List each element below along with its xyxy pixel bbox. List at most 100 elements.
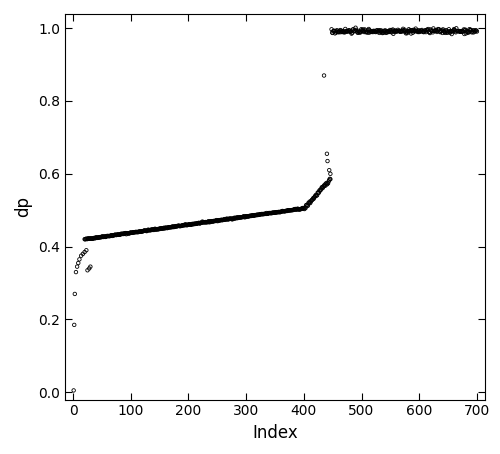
Point: [79, 250, 87, 257]
Point: [110, 232, 118, 239]
Point: [270, 209, 278, 216]
Point: [302, 201, 310, 208]
Point: [99, 233, 107, 241]
Point: [386, 28, 394, 35]
Point: [84, 235, 92, 242]
Point: [188, 220, 196, 227]
Point: [146, 227, 154, 234]
Point: [416, 28, 424, 35]
Point: [391, 28, 399, 35]
Point: [460, 26, 468, 33]
Point: [458, 28, 466, 35]
Point: [343, 27, 351, 35]
Point: [274, 208, 282, 216]
Point: [238, 213, 246, 221]
Point: [304, 199, 312, 207]
Point: [442, 29, 450, 36]
Point: [328, 30, 336, 37]
Point: [117, 230, 125, 237]
Point: [398, 27, 406, 35]
Point: [234, 214, 242, 221]
Point: [212, 217, 220, 224]
Point: [326, 170, 334, 178]
Point: [296, 206, 304, 213]
Point: [306, 198, 314, 205]
Point: [142, 227, 150, 234]
Point: [96, 234, 104, 241]
Point: [186, 221, 194, 228]
Point: [76, 256, 84, 263]
Point: [446, 29, 454, 36]
Point: [140, 227, 148, 235]
Point: [306, 199, 314, 207]
Point: [293, 206, 301, 213]
Point: [214, 217, 222, 224]
Point: [132, 228, 140, 236]
Point: [212, 217, 220, 224]
Point: [243, 213, 251, 220]
Point: [81, 236, 89, 243]
Point: [203, 218, 211, 226]
Point: [136, 228, 144, 235]
Point: [362, 28, 370, 35]
Point: [134, 228, 141, 236]
Point: [90, 234, 98, 242]
Point: [384, 27, 392, 35]
Point: [324, 180, 332, 187]
Point: [342, 27, 350, 35]
Point: [375, 27, 383, 34]
Point: [225, 215, 233, 222]
Point: [123, 230, 131, 237]
Point: [328, 26, 336, 33]
Point: [102, 232, 110, 240]
Point: [382, 29, 390, 36]
Point: [222, 215, 230, 222]
Point: [281, 207, 289, 215]
Point: [424, 27, 432, 34]
Point: [256, 211, 264, 218]
Point: [171, 223, 179, 231]
Point: [415, 29, 423, 36]
Point: [321, 182, 329, 189]
Point: [191, 220, 199, 227]
Point: [158, 225, 166, 232]
Point: [176, 222, 184, 230]
Point: [142, 227, 150, 234]
Point: [332, 29, 340, 36]
Point: [109, 232, 117, 239]
Point: [370, 27, 378, 35]
Point: [240, 212, 248, 220]
Point: [166, 223, 173, 231]
Point: [406, 26, 414, 34]
Point: [314, 189, 322, 196]
Point: [388, 27, 396, 34]
Point: [188, 221, 196, 228]
Point: [247, 212, 255, 220]
Point: [288, 207, 296, 214]
Point: [460, 30, 468, 38]
Point: [106, 232, 114, 240]
Point: [422, 29, 430, 36]
Point: [286, 207, 294, 214]
Point: [463, 28, 471, 35]
Point: [196, 219, 204, 227]
Point: [278, 207, 286, 215]
Point: [125, 230, 133, 237]
Point: [366, 28, 374, 35]
Point: [302, 202, 310, 209]
Point: [388, 29, 396, 36]
Point: [254, 211, 262, 218]
Point: [101, 233, 109, 240]
Point: [352, 26, 360, 34]
Point: [314, 189, 322, 196]
Point: [196, 220, 204, 227]
Point: [232, 214, 239, 222]
Point: [296, 206, 304, 213]
Point: [102, 233, 110, 240]
Point: [190, 220, 198, 227]
Point: [251, 212, 259, 219]
Point: [140, 227, 148, 234]
Point: [324, 180, 332, 187]
Point: [452, 25, 460, 32]
Point: [348, 29, 356, 36]
